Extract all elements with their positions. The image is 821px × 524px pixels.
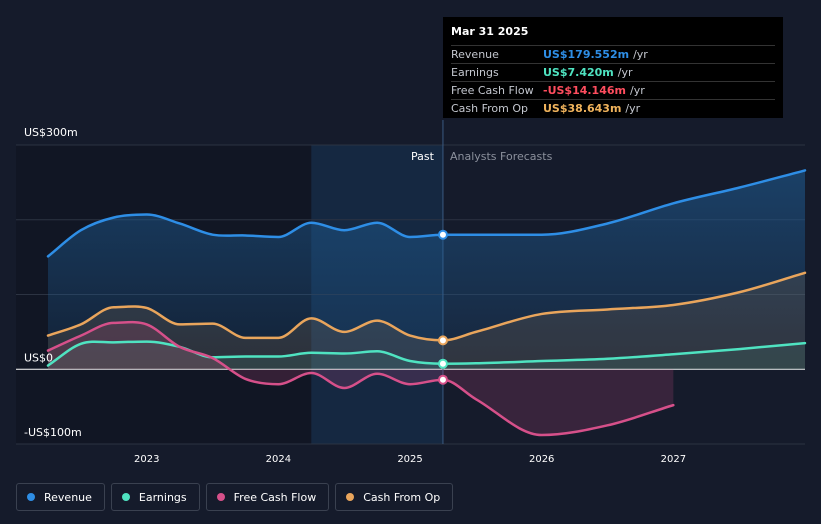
- tooltip-row-revenue: Revenue US$179.552m /yr: [451, 46, 775, 64]
- free-cash-flow-line: [46, 320, 675, 437]
- x-tick-label: 2025: [397, 454, 422, 465]
- tooltip-row-cash-from-op: Cash From Op US$38.643m /yr: [451, 100, 775, 117]
- legend-item-cash-from-op[interactable]: Cash From Op: [335, 483, 454, 511]
- x-tick-label: 2026: [529, 454, 554, 465]
- revenue-line: [46, 169, 807, 258]
- tooltip-label: Cash From Op: [451, 102, 529, 115]
- tooltip-date: Mar 31 2025: [451, 23, 775, 46]
- tooltip-row-earnings: Earnings US$7.420m /yr: [451, 64, 775, 82]
- x-tick-label: 2027: [661, 454, 686, 465]
- earnings-marker: [437, 358, 448, 369]
- tooltip: Mar 31 2025 Revenue US$179.552m /yr Earn…: [443, 17, 783, 118]
- tooltip-unit: /yr: [617, 66, 633, 79]
- cash-from-op-marker: [437, 335, 448, 346]
- legend-dot-icon: [216, 493, 225, 501]
- legend-dot-icon: [346, 493, 355, 501]
- legend-label: Cash From Op: [363, 490, 441, 504]
- tooltip-label: Free Cash Flow: [451, 84, 534, 97]
- legend-label: Earnings: [138, 490, 187, 504]
- legend-item-free-cash-flow[interactable]: Free Cash Flow: [205, 483, 330, 511]
- x-tick-label: 2023: [134, 454, 159, 465]
- y-tick-label: US$300m: [24, 126, 78, 139]
- tooltip-unit: /yr: [625, 102, 641, 115]
- x-tick-label: 2024: [266, 454, 291, 465]
- tooltip-row-free-cash-flow: Free Cash Flow -US$14.146m /yr: [451, 82, 775, 100]
- cash-from-op-line: [46, 271, 807, 342]
- tooltip-value: US$7.420m: [543, 66, 614, 79]
- legend-dot-icon: [121, 493, 130, 501]
- tooltip-label: Revenue: [451, 48, 499, 61]
- tooltip-value: -US$14.146m: [543, 84, 626, 97]
- legend-item-revenue[interactable]: Revenue: [16, 483, 105, 511]
- axis-labels: US$300m US$0 -US$100m 2023 2024 2025 2026 2027: [24, 126, 686, 465]
- past-label: Past: [411, 150, 435, 163]
- earnings-line: [46, 340, 807, 367]
- forecast-label: Analysts Forecasts: [450, 150, 553, 163]
- series-markers: [437, 229, 448, 385]
- series-lines: [46, 169, 807, 437]
- legend-label: Revenue: [44, 490, 92, 504]
- legend-label: Free Cash Flow: [233, 490, 317, 504]
- earnings-area: [48, 341, 805, 370]
- revenue-area: [48, 170, 805, 370]
- free-cash-flow-area: [48, 322, 674, 436]
- tooltip-value: US$38.643m: [543, 102, 622, 115]
- tooltip-unit: /yr: [629, 84, 645, 97]
- series-areas: [48, 170, 805, 436]
- legend-item-earnings[interactable]: Earnings: [110, 483, 200, 511]
- tooltip-label: Earnings: [451, 66, 499, 79]
- legend: Revenue Earnings Free Cash Flow Cash Fro…: [16, 483, 459, 511]
- y-tick-label: -US$100m: [24, 426, 82, 439]
- legend-dot-icon: [27, 493, 35, 501]
- cash-from-op-area: [48, 272, 805, 370]
- tooltip-unit: /yr: [633, 48, 648, 61]
- tooltip-value: US$179.552m: [543, 48, 630, 61]
- free-cash-flow-marker: [437, 374, 448, 385]
- revenue-marker: [437, 229, 448, 240]
- y-tick-label: US$0: [24, 351, 53, 364]
